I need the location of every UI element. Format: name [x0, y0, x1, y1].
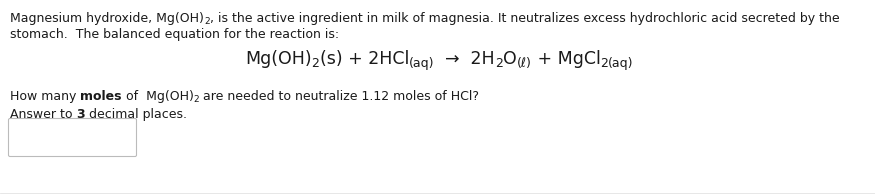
- Text: of  Mg(OH): of Mg(OH): [122, 90, 193, 103]
- Text: Mg(OH): Mg(OH): [245, 50, 312, 68]
- Text: How many: How many: [10, 90, 80, 103]
- Text: 2: 2: [495, 57, 503, 70]
- Text: (ℓ): (ℓ): [516, 57, 531, 70]
- Text: O: O: [503, 50, 516, 68]
- Text: 2: 2: [312, 57, 319, 70]
- Text: , is the active ingredient in milk of magnesia. It neutralizes excess hydrochlor: , is the active ingredient in milk of ma…: [209, 12, 839, 25]
- Text: + MgCl: + MgCl: [531, 50, 600, 68]
- Text: (s) + 2HCl: (s) + 2HCl: [319, 50, 409, 68]
- Text: moles: moles: [80, 90, 122, 103]
- Text: (aq): (aq): [409, 57, 434, 70]
- Text: Magnesium hydroxide, Mg(OH): Magnesium hydroxide, Mg(OH): [10, 12, 204, 25]
- Text: decimal places.: decimal places.: [85, 108, 187, 121]
- Text: 2: 2: [193, 95, 200, 104]
- FancyBboxPatch shape: [9, 119, 136, 157]
- Text: 2: 2: [204, 17, 209, 26]
- Text: stomach.  The balanced equation for the reaction is:: stomach. The balanced equation for the r…: [10, 28, 340, 41]
- Text: 3: 3: [76, 108, 85, 121]
- Text: are needed to neutralize 1.12 moles of HCl?: are needed to neutralize 1.12 moles of H…: [200, 90, 480, 103]
- Text: Answer to: Answer to: [10, 108, 76, 121]
- Text: 2: 2: [600, 57, 608, 70]
- Text: (aq): (aq): [608, 57, 634, 70]
- Text: →  2H: → 2H: [434, 50, 495, 68]
